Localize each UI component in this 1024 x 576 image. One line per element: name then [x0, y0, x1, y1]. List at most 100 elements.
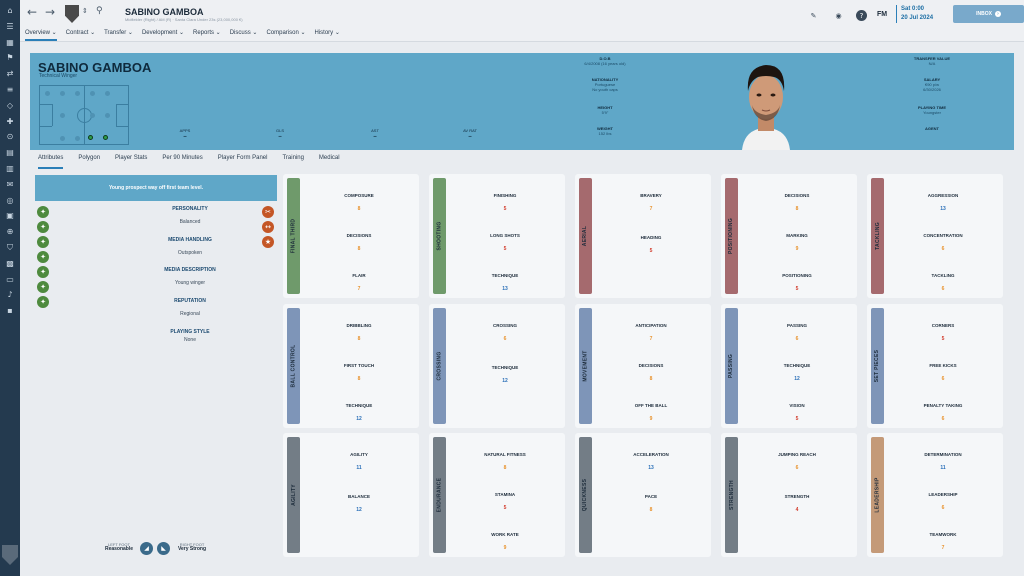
training-icon[interactable]: ✚	[6, 116, 14, 126]
attribute-row[interactable]: FLAIR 7	[303, 272, 415, 293]
tab-training[interactable]: Training	[282, 155, 304, 161]
attribute-row[interactable]: CONCENTRATION 6	[887, 232, 999, 253]
report-icon[interactable]: ✉	[6, 179, 14, 189]
trait-icon-3[interactable]: ✦	[37, 236, 49, 248]
attribute-row[interactable]: POSITIONING 5	[741, 272, 853, 293]
fm-logo[interactable]: FM	[877, 11, 888, 18]
attr-group-quickness[interactable]: QUICKNESS ACCELERATION 13 PACE 8	[575, 433, 711, 557]
attribute-row[interactable]: FINISHING 5	[449, 192, 561, 213]
attr-group-endurance[interactable]: ENDURANCE NATURAL FITNESS 8 STAMINA 5 WORK RA…	[429, 433, 565, 557]
tab-reports[interactable]: Reports ⌄	[193, 30, 221, 36]
attr-group-agility[interactable]: AGILITY AGILITY 11 BALANCE 12	[283, 433, 419, 557]
attr-group-set-pieces[interactable]: SET PIECES CORNERS 5 FREE KICKS 6 PENALTY TAK…	[867, 304, 1003, 428]
attr-group-crossing[interactable]: CROSSING CROSSING 6 TECHNIQUE 12	[429, 304, 565, 428]
club-badge-icon[interactable]	[65, 5, 79, 23]
club-crest-icon[interactable]	[2, 545, 18, 565]
attribute-row[interactable]: TACKLING 6	[887, 272, 999, 293]
tab-discuss[interactable]: Discuss ⌄	[229, 30, 258, 36]
tab-transfer[interactable]: Transfer ⌄	[104, 30, 133, 36]
attribute-row[interactable]: LONG SHOTS 5	[449, 232, 561, 253]
trait-icon-7[interactable]: ✦	[37, 296, 49, 308]
help-icon[interactable]: ?	[856, 10, 867, 21]
attribute-row[interactable]: DETERMINATION 11	[887, 451, 999, 472]
attribute-row[interactable]: PASSING 6	[741, 322, 853, 343]
attribute-row[interactable]: DRIBBLING 8	[303, 322, 415, 343]
shirt-icon[interactable]: ▤	[6, 148, 14, 158]
inbox-button[interactable]: INBOX ›	[953, 5, 1024, 23]
globe-icon[interactable]: ⊕	[6, 227, 14, 237]
scout-icon[interactable]: ◉	[835, 11, 842, 20]
attr-group-shooting[interactable]: SHOOTING FINISHING 5 LONG SHOTS 5 TECHNIQUE 13	[429, 174, 565, 298]
attr-group-movement[interactable]: MOVEMENT ANTICIPATION 7 DECISIONS 8 OFF THE B…	[575, 304, 711, 428]
attribute-row[interactable]: AGILITY 11	[303, 451, 415, 472]
pencil-icon[interactable]: ✎	[810, 11, 817, 20]
building-icon[interactable]: ▪	[7, 306, 13, 316]
tab-player-form-panel[interactable]: Player Form Panel	[217, 155, 268, 161]
tab-attributes[interactable]: Attributes	[38, 155, 64, 169]
attribute-row[interactable]: DECISIONS 8	[303, 232, 415, 253]
trophy-icon[interactable]: ⚑	[6, 53, 14, 63]
whistle-icon[interactable]: ♪	[7, 290, 13, 300]
calendar-icon[interactable]: ▦	[6, 37, 14, 47]
bed-icon[interactable]: ▭	[6, 274, 14, 284]
attribute-row[interactable]: COMPOSURE 8	[303, 192, 415, 213]
attribute-row[interactable]: PENALTY TAKING 6	[887, 402, 999, 423]
attribute-row[interactable]: VISION 5	[741, 402, 853, 423]
attr-group-leadership[interactable]: LEADERSHIP DETERMINATION 11 LEADERSHIP 6 TEAM…	[867, 433, 1003, 557]
game-date[interactable]: Sat 0:00 20 Jul 2024	[896, 5, 933, 23]
attribute-row[interactable]: BRAVERY 7	[595, 192, 707, 213]
transfer-icon[interactable]: ⇄	[6, 69, 14, 79]
trait-icon-1[interactable]: ✦	[37, 206, 49, 218]
tab-development[interactable]: Development ⌄	[141, 30, 184, 36]
trait-icon-4[interactable]: ✦	[37, 251, 49, 263]
attribute-row[interactable]: CORNERS 5	[887, 322, 999, 343]
attribute-row[interactable]: PACE 8	[595, 493, 707, 514]
chevron-updown-icon[interactable]: ⇕	[82, 7, 88, 15]
attribute-row[interactable]: TEAMWORK 7	[887, 531, 999, 552]
search-icon[interactable]: ⚲	[96, 6, 103, 16]
attribute-row[interactable]: STAMINA 5	[449, 491, 561, 512]
attribute-row[interactable]: NATURAL FITNESS 8	[449, 451, 561, 472]
attr-group-positioning[interactable]: POSITIONING DECISIONS 8 MARKING 9 POSITIONING…	[721, 174, 857, 298]
table-icon[interactable]: ▣	[6, 211, 14, 221]
attribute-row[interactable]: FREE KICKS 6	[887, 362, 999, 383]
tab-history[interactable]: History ⌄	[314, 30, 340, 36]
home-icon[interactable]: ⌂	[7, 6, 13, 15]
attr-group-final-third[interactable]: FINAL THIRD COMPOSURE 8 DECISIONS 8 FLAIR 7	[283, 174, 419, 298]
attribute-row[interactable]: TECHNIQUE 12	[449, 364, 561, 385]
attribute-row[interactable]: WORK RATE 9	[449, 531, 561, 552]
scouting-icon[interactable]: ⊙	[6, 132, 14, 142]
attribute-row[interactable]: DECISIONS 8	[595, 362, 707, 383]
trait-icon-6[interactable]: ✦	[37, 281, 49, 293]
attr-group-passing[interactable]: PASSING PASSING 6 TECHNIQUE 12 VISION 5	[721, 304, 857, 428]
tab-comparison[interactable]: Comparison ⌄	[266, 30, 306, 36]
trait-star-icon[interactable]: ★	[262, 236, 274, 248]
tab-player-stats[interactable]: Player Stats	[115, 155, 148, 161]
attr-group-aerial[interactable]: AERIAL BRAVERY 7 HEADING 5	[575, 174, 711, 298]
attribute-row[interactable]: AGGRESSION 13	[887, 192, 999, 213]
attribute-row[interactable]: TECHNIQUE 12	[303, 402, 415, 423]
attribute-row[interactable]: TECHNIQUE 13	[449, 272, 561, 293]
attr-group-ball-control[interactable]: BALL CONTROL DRIBBLING 8 FIRST TOUCH 8 TECHNI…	[283, 304, 419, 428]
attribute-row[interactable]: TECHNIQUE 12	[741, 362, 853, 383]
trait-warning-icon-2[interactable]: ↔	[262, 221, 274, 233]
attribute-row[interactable]: STRENGTH 4	[741, 493, 853, 514]
attribute-row[interactable]: HEADING 5	[595, 234, 707, 255]
tab-polygon[interactable]: Polygon	[78, 155, 101, 161]
back-arrow-icon[interactable]: ←	[27, 5, 38, 19]
attribute-row[interactable]: ACCELERATION 13	[595, 451, 707, 472]
attribute-row[interactable]: LEADERSHIP 6	[887, 491, 999, 512]
list-icon[interactable]: ≡	[6, 85, 14, 94]
tab-per-90-minutes[interactable]: Per 90 Minutes	[162, 155, 203, 161]
attr-group-strength[interactable]: STRENGTH JUMPING REACH 6 STRENGTH 4	[721, 433, 857, 557]
attribute-row[interactable]: DECISIONS 8	[741, 192, 853, 213]
tab-contract[interactable]: Contract ⌄	[65, 30, 96, 36]
tactics-icon[interactable]: ◇	[6, 100, 14, 110]
people-icon[interactable]: ☰	[6, 21, 14, 31]
attribute-row[interactable]: OFF THE BALL 9	[595, 402, 707, 423]
attribute-row[interactable]: ANTICIPATION 7	[595, 322, 707, 343]
trait-warning-icon-1[interactable]: ✂	[262, 206, 274, 218]
trait-icon-5[interactable]: ✦	[37, 266, 49, 278]
trait-icon-2[interactable]: ✦	[37, 221, 49, 233]
mail-icon[interactable]: ◎	[6, 195, 14, 205]
